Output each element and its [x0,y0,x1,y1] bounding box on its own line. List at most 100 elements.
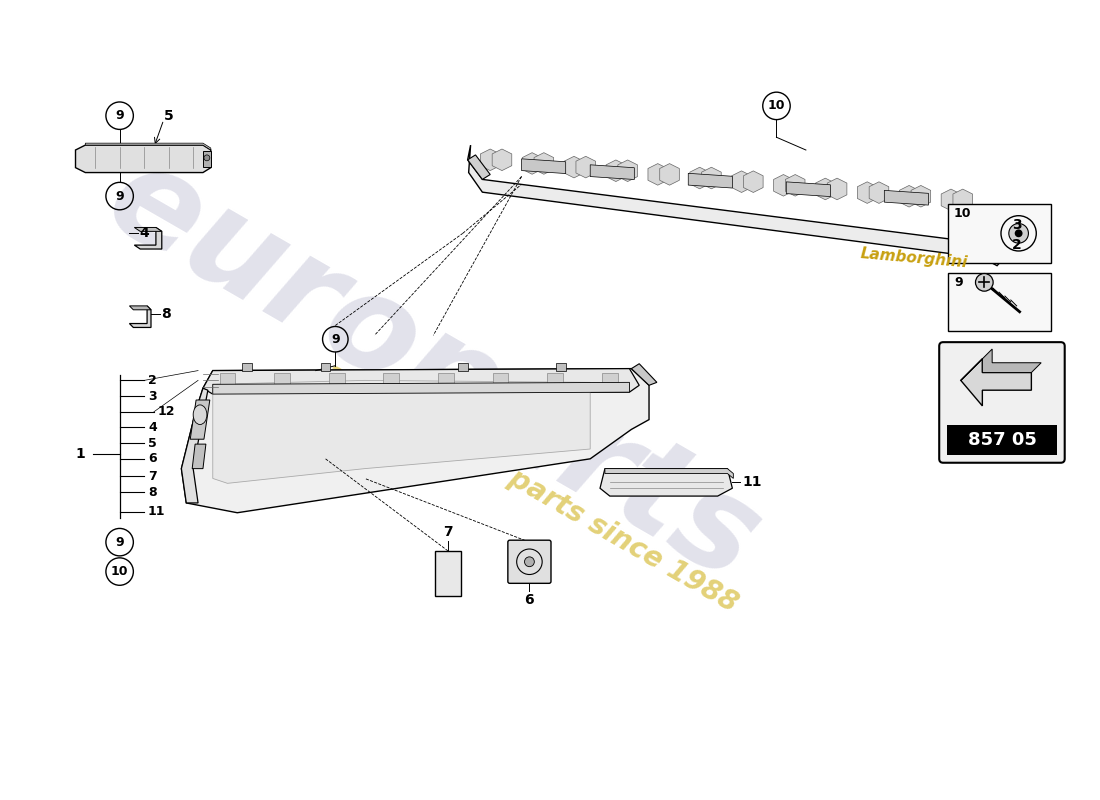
Text: 9: 9 [954,276,962,289]
Text: 2: 2 [148,374,157,387]
Polygon shape [182,388,208,503]
Polygon shape [618,160,637,182]
Text: 857 05: 857 05 [968,431,1036,449]
Polygon shape [660,164,680,185]
Polygon shape [690,167,710,189]
Polygon shape [192,444,206,469]
Polygon shape [942,189,960,210]
Polygon shape [468,145,1006,266]
Text: 11: 11 [742,475,761,490]
Text: 3: 3 [1012,218,1022,233]
Text: 9: 9 [116,109,124,122]
Polygon shape [953,189,972,210]
Text: 6: 6 [525,593,535,607]
Polygon shape [204,369,639,394]
Bar [436,551,461,596]
Text: 10: 10 [954,207,971,220]
Polygon shape [130,306,151,327]
Polygon shape [857,182,877,203]
Ellipse shape [194,405,207,425]
Polygon shape [702,167,722,189]
Text: 9: 9 [116,536,124,549]
Circle shape [525,557,535,566]
Polygon shape [212,382,629,394]
Polygon shape [329,373,344,390]
Polygon shape [220,373,235,390]
Polygon shape [773,174,793,196]
Text: 5: 5 [148,437,157,450]
Polygon shape [521,159,565,174]
Text: 8: 8 [148,486,156,498]
Text: 10: 10 [111,565,129,578]
Polygon shape [648,164,668,185]
Text: 7: 7 [443,526,453,539]
Polygon shape [576,156,595,178]
Polygon shape [548,373,563,390]
Circle shape [1014,230,1023,238]
Circle shape [1009,223,1028,243]
Text: 6: 6 [148,452,156,466]
Polygon shape [591,165,635,179]
Polygon shape [535,153,553,174]
Text: 10: 10 [768,99,785,112]
Polygon shape [320,362,330,370]
Polygon shape [564,156,584,178]
Polygon shape [631,364,657,386]
Polygon shape [600,469,733,496]
Polygon shape [130,306,151,310]
Polygon shape [602,373,618,390]
Circle shape [976,274,993,291]
FancyBboxPatch shape [939,342,1065,462]
Polygon shape [827,178,847,200]
Polygon shape [76,145,211,173]
Polygon shape [242,362,252,370]
Polygon shape [960,359,1032,406]
Text: 7: 7 [148,470,157,483]
Polygon shape [204,151,211,166]
Polygon shape [438,373,454,390]
Polygon shape [982,238,1010,255]
Polygon shape [458,362,468,370]
Bar [947,426,1057,455]
Polygon shape [212,380,591,483]
Polygon shape [492,149,512,170]
Polygon shape [911,186,931,207]
FancyBboxPatch shape [508,540,551,583]
Polygon shape [493,373,508,390]
Text: 3: 3 [148,390,156,402]
Text: 8: 8 [161,306,170,321]
Text: 9: 9 [331,333,340,346]
Polygon shape [884,190,928,205]
Polygon shape [190,400,210,439]
Text: 2: 2 [1012,238,1022,252]
Text: 9: 9 [116,190,124,202]
Text: 4: 4 [140,226,148,240]
Polygon shape [815,178,835,200]
Polygon shape [744,171,763,193]
Text: 4: 4 [148,421,157,434]
Polygon shape [689,174,733,188]
Text: a passion for parts since 1988: a passion for parts since 1988 [320,358,742,618]
Polygon shape [468,155,491,179]
Bar [948,273,1050,331]
Polygon shape [134,227,162,231]
Polygon shape [960,349,1042,380]
Polygon shape [900,186,918,207]
Circle shape [204,155,210,161]
Polygon shape [605,469,734,478]
Polygon shape [134,227,162,249]
Polygon shape [274,373,290,390]
Text: 11: 11 [148,506,166,518]
Polygon shape [86,143,211,150]
Text: Lamborghini: Lamborghini [859,246,968,270]
Polygon shape [182,369,649,513]
Polygon shape [869,182,889,203]
Polygon shape [606,160,626,182]
Polygon shape [785,174,805,196]
Bar [948,204,1050,262]
Polygon shape [384,373,399,390]
Text: 12: 12 [158,406,175,418]
Polygon shape [786,182,830,197]
Text: 1: 1 [76,447,86,461]
Polygon shape [522,153,542,174]
